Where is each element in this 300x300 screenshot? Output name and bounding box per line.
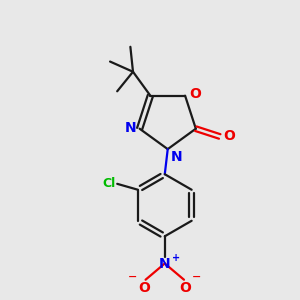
Text: Cl: Cl: [103, 177, 116, 190]
Text: O: O: [179, 281, 191, 295]
Text: N: N: [159, 257, 171, 271]
Text: N: N: [171, 150, 182, 164]
Text: +: +: [172, 254, 180, 263]
Text: O: O: [189, 87, 201, 101]
Text: −: −: [192, 272, 202, 282]
Text: N: N: [124, 121, 136, 135]
Text: O: O: [138, 281, 150, 295]
Text: −: −: [128, 272, 137, 282]
Text: O: O: [223, 130, 235, 143]
